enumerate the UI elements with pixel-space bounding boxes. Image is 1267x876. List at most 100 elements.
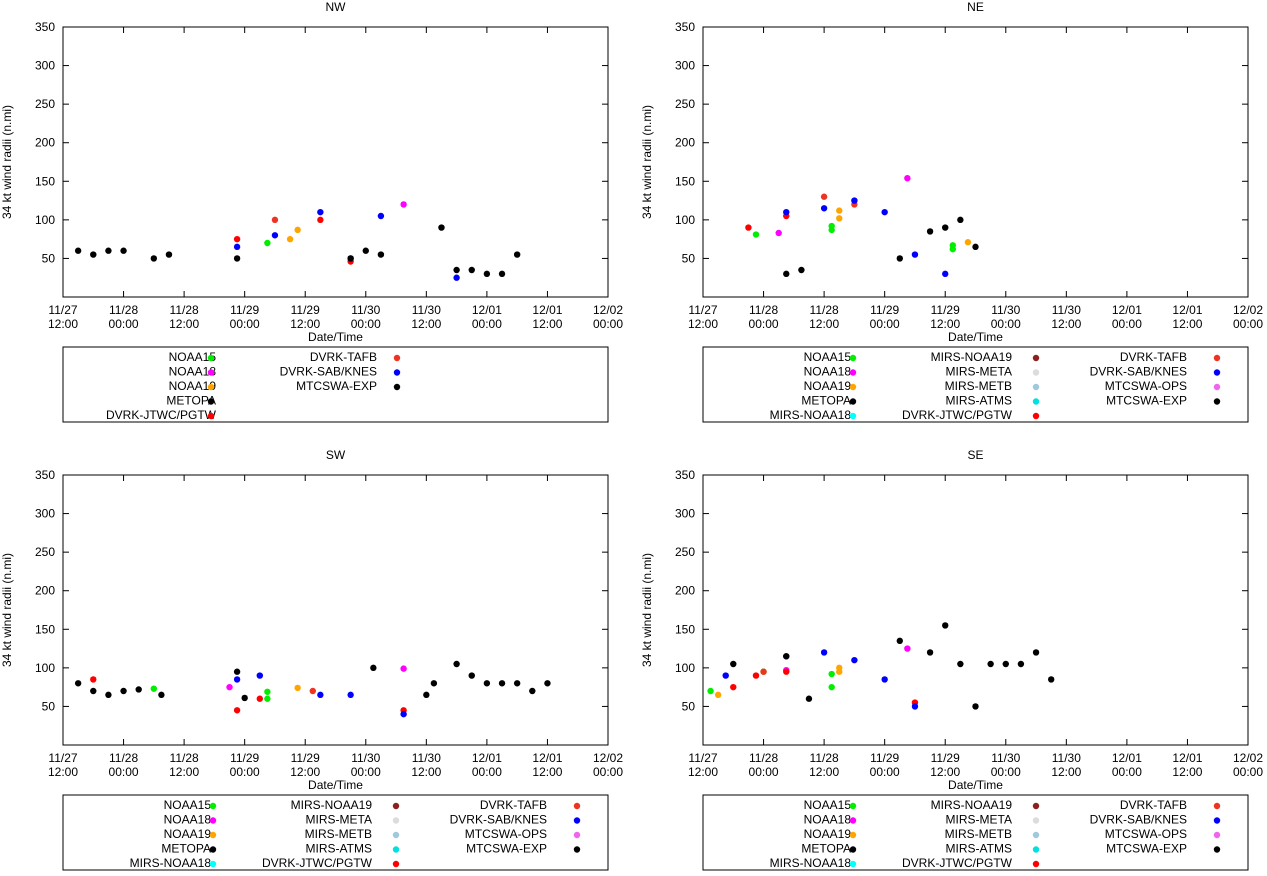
x-tick-time: 12:00 bbox=[688, 765, 718, 779]
legend-label: MIRS-NOAA18 bbox=[770, 856, 852, 870]
legend-label: MIRS-META bbox=[946, 365, 1012, 379]
data-point bbox=[150, 255, 158, 262]
legend-marker bbox=[573, 846, 581, 853]
x-tick-time: 12:00 bbox=[1051, 765, 1081, 779]
legend-label: NOAA18 bbox=[164, 813, 212, 827]
data-point bbox=[498, 680, 506, 687]
y-tick-label: 100 bbox=[35, 661, 55, 675]
y-tick-label: 200 bbox=[35, 136, 55, 150]
data-point bbox=[714, 691, 722, 699]
y-tick-label: 250 bbox=[675, 545, 695, 559]
x-tick-date: 12/02 bbox=[593, 303, 623, 317]
legend-marker bbox=[207, 369, 215, 376]
legend-marker bbox=[209, 860, 217, 868]
x-tick-time: 00:00 bbox=[351, 765, 381, 779]
data-point bbox=[836, 664, 843, 672]
legend-label: NOAA15 bbox=[804, 798, 852, 812]
x-tick-time: 12:00 bbox=[290, 765, 320, 779]
data-point bbox=[745, 224, 752, 231]
data-point bbox=[730, 660, 737, 668]
x-tick-time: 00:00 bbox=[1233, 317, 1263, 331]
data-point bbox=[294, 684, 301, 692]
legend-label: DVRK-SAB/KNES bbox=[450, 813, 547, 827]
legend-label: DVRK-SAB/KNES bbox=[280, 365, 377, 379]
data-point bbox=[233, 235, 241, 243]
x-tick-date: 11/28 bbox=[109, 303, 138, 317]
chart-title: NW bbox=[326, 0, 347, 14]
x-tick-time: 12:00 bbox=[290, 317, 320, 331]
x-tick-date: 11/30 bbox=[991, 751, 1020, 765]
legend-marker bbox=[1213, 831, 1221, 839]
legend-marker bbox=[209, 831, 217, 839]
data-point bbox=[942, 622, 949, 629]
data-point bbox=[438, 224, 445, 231]
legend-marker bbox=[849, 860, 857, 868]
y-tick-label: 50 bbox=[682, 251, 696, 265]
x-tick-time: 12:00 bbox=[809, 765, 839, 779]
legend-label: MTCSWA-EXP bbox=[466, 842, 547, 856]
y-axis-label: 34 kt wind radii (n.mi) bbox=[640, 105, 654, 219]
legend-marker bbox=[209, 817, 217, 824]
data-point bbox=[881, 208, 888, 216]
legend-marker bbox=[1213, 817, 1221, 824]
legend-label: METOPA bbox=[801, 842, 851, 856]
x-tick-time: 00:00 bbox=[991, 317, 1021, 331]
legend-label: NOAA18 bbox=[169, 365, 217, 379]
y-tick-label: 50 bbox=[42, 699, 56, 713]
plot-frame bbox=[62, 26, 609, 298]
data-point bbox=[911, 703, 919, 710]
legend-label: MTCSWA-OPS bbox=[1105, 827, 1187, 841]
legend-marker bbox=[849, 398, 857, 405]
legend-label: NOAA18 bbox=[804, 813, 852, 827]
plot-frame bbox=[62, 474, 609, 746]
legend-label: MTCSWA-OPS bbox=[1105, 379, 1187, 393]
x-tick-date: 11/30 bbox=[351, 751, 380, 765]
x-tick-date: 11/30 bbox=[351, 303, 380, 317]
x-tick-date: 11/29 bbox=[870, 303, 899, 317]
x-tick-date: 12/01 bbox=[532, 751, 562, 765]
x-tick-date: 11/28 bbox=[170, 751, 199, 765]
data-point bbox=[256, 672, 264, 679]
data-point bbox=[513, 680, 521, 687]
data-point bbox=[120, 247, 127, 254]
data-point bbox=[942, 270, 949, 278]
legend-marker bbox=[849, 831, 857, 839]
x-tick-date: 11/29 bbox=[931, 751, 960, 765]
legend-marker bbox=[1213, 369, 1221, 376]
legend-label: DVRK-SAB/KNES bbox=[1090, 365, 1187, 379]
legend-marker bbox=[1032, 383, 1040, 391]
data-point bbox=[964, 239, 972, 246]
plot-frame bbox=[702, 26, 1249, 298]
y-tick-label: 300 bbox=[675, 59, 695, 73]
x-tick-time: 12:00 bbox=[169, 317, 199, 331]
x-tick-time: 00:00 bbox=[1112, 765, 1142, 779]
legend-marker bbox=[207, 383, 215, 391]
y-tick-label: 150 bbox=[35, 622, 55, 636]
data-point bbox=[1032, 649, 1040, 656]
x-tick-time: 12:00 bbox=[930, 765, 960, 779]
data-point bbox=[370, 664, 377, 672]
legend-label: NOAA19 bbox=[164, 827, 212, 841]
legend-label: METOPA bbox=[801, 394, 851, 408]
data-point bbox=[1047, 676, 1055, 683]
x-tick-date: 12/02 bbox=[1233, 751, 1263, 765]
x-tick-date: 11/28 bbox=[810, 751, 839, 765]
legend-marker bbox=[1032, 802, 1040, 810]
data-point bbox=[271, 216, 279, 224]
x-tick-time: 12:00 bbox=[48, 765, 78, 779]
x-tick-time: 00:00 bbox=[1112, 317, 1142, 331]
y-tick-label: 300 bbox=[35, 59, 55, 73]
data-point bbox=[241, 694, 248, 702]
legend-marker bbox=[1032, 831, 1040, 839]
legend-label: METOPA bbox=[166, 394, 216, 408]
legend-label: NOAA15 bbox=[164, 798, 212, 812]
legend-marker bbox=[849, 383, 857, 391]
x-tick-date: 12/02 bbox=[593, 751, 623, 765]
legend-marker bbox=[1213, 383, 1221, 391]
x-tick-time: 00:00 bbox=[351, 317, 381, 331]
x-tick-time: 00:00 bbox=[593, 317, 623, 331]
x-tick-time: 12:00 bbox=[48, 317, 78, 331]
data-point bbox=[317, 216, 324, 224]
data-point bbox=[896, 255, 904, 262]
